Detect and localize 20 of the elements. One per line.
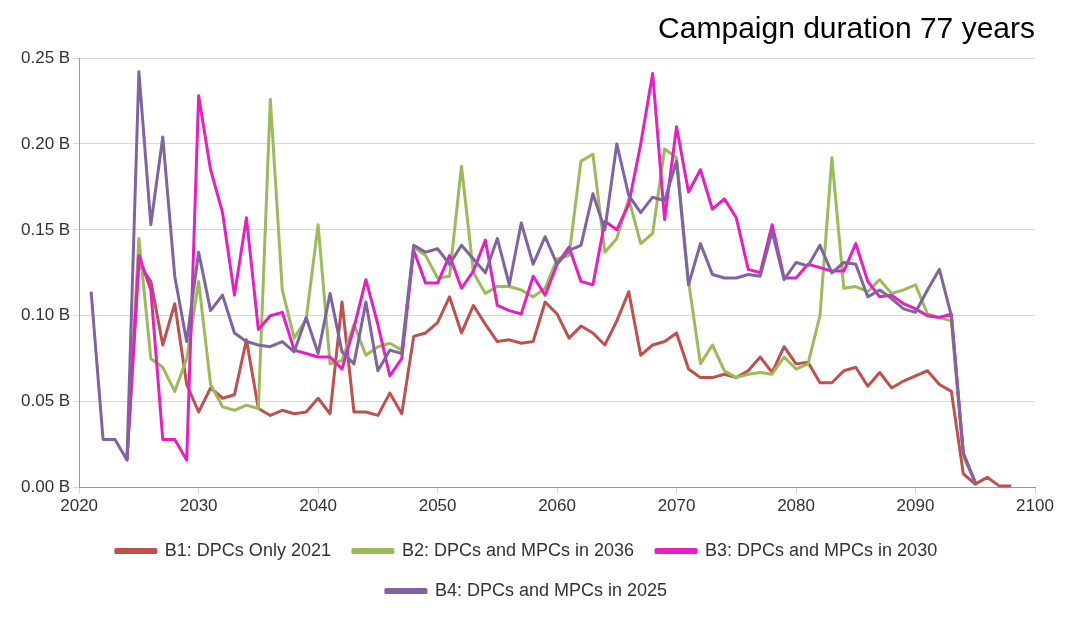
legend-label: B4: DPCs and MPCs in 2025 [434,579,668,600]
x-tick-label: 2020 [60,496,99,516]
x-tick-label: 2040 [299,496,338,516]
x-tick-label: 2070 [657,496,696,516]
y-tick-label: 0.10 B [20,305,71,325]
chart-title: Campaign duration 77 years [658,11,1035,45]
x-tick-label: 2050 [418,496,457,516]
y-tick-label: 0.00 B [20,477,71,497]
x-tick-label: 2100 [1016,496,1054,516]
x-tick-label: 2090 [896,496,935,516]
y-tick-label: 0.15 B [20,219,71,239]
x-tick-label: 2080 [777,496,815,516]
legend-label: B3: DPCs and MPCs in 2030 [705,539,938,560]
x-tick-label: 2060 [538,496,576,516]
x-tick-label: 2030 [179,496,218,516]
y-tick-label: 0.25 B [20,47,71,67]
legend-label: B2: DPCs and MPCs in 2036 [401,539,635,560]
y-tick-label: 0.05 B [20,391,71,411]
legend-label: B1: DPCs Only 2021 [164,539,331,560]
y-tick-label: 0.20 B [20,133,71,153]
